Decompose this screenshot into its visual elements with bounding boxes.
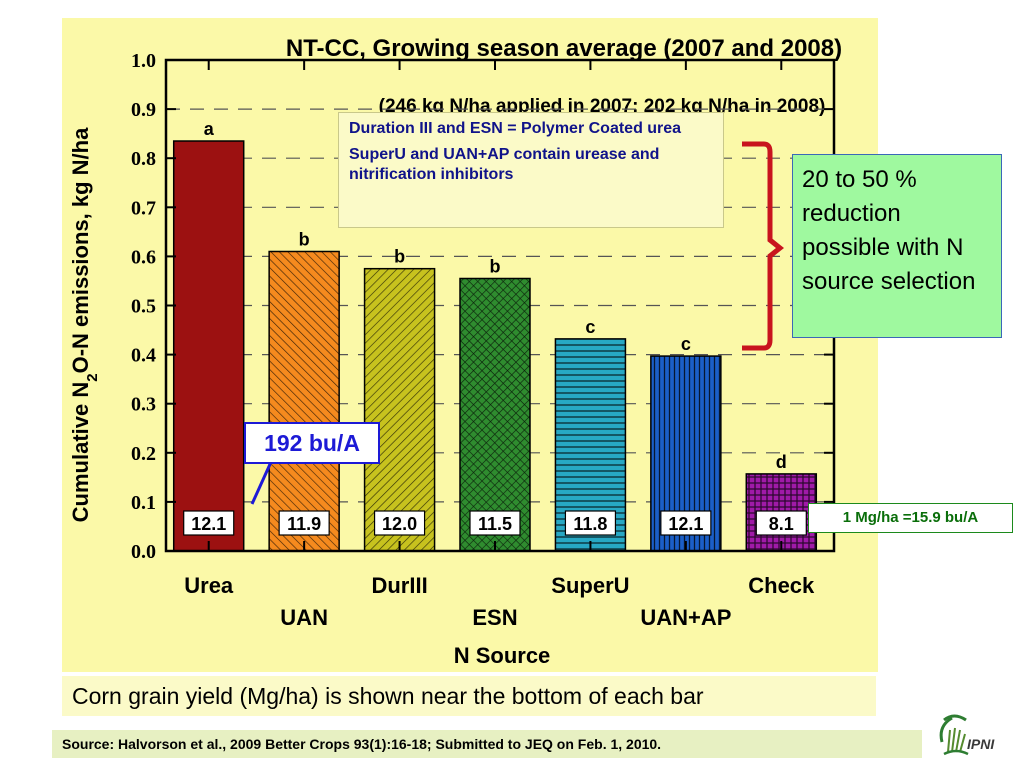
y-tick-label: 0.3 <box>131 394 156 416</box>
yield-label-box <box>183 510 235 536</box>
yield-callout: 192 bu/A <box>244 422 380 464</box>
yield-label: 12.0 <box>382 514 417 534</box>
y-tick-label: 0.6 <box>131 246 156 268</box>
y-tick-label: 1.0 <box>131 50 156 72</box>
yield-label-box <box>373 510 426 536</box>
ipni-logo <box>939 714 969 756</box>
x-tick-label: SuperU <box>551 573 629 598</box>
yield-label-box <box>564 510 617 536</box>
significance-letter: b <box>299 229 310 249</box>
significance-letter: d <box>776 452 787 472</box>
x-tick-label: UAN+AP <box>640 605 731 630</box>
y-axis-label-sub: 2 <box>84 373 101 381</box>
yield-label-box <box>278 510 330 536</box>
yield-label: 12.1 <box>191 514 226 534</box>
yield-label: 11.8 <box>573 514 607 534</box>
y-tick-label: 0.8 <box>131 148 156 170</box>
x-tick-label: ESN <box>472 605 517 630</box>
yield-label: 11.5 <box>478 514 512 534</box>
y-tick-label: 0.1 <box>131 492 156 514</box>
chart-subtitle: (246 kg N/ha applied in 2007; 202 kg N/h… <box>379 96 826 117</box>
bar-hatch <box>460 278 530 551</box>
y-tick-label: 0.9 <box>131 99 156 121</box>
y-tick-label: 0.0 <box>131 541 156 563</box>
significance-letter: c <box>585 317 595 337</box>
x-axis-label: N Source <box>454 643 551 668</box>
y-tick-label: 0.4 <box>131 345 156 367</box>
bars: a 12.1 b 11.9 b 12.0 b 11.5 c 11.8 c 12.1 d 8.1 <box>172 119 818 552</box>
conversion-note: 1 Mg/ha =15.9 bu/A <box>808 503 1013 533</box>
yield-label-box <box>755 510 807 536</box>
y-tick-label: 0.2 <box>131 443 156 465</box>
x-tick-label: Urea <box>184 573 234 598</box>
source-citation: Source: Halvorson et al., 2009 Better Cr… <box>52 730 922 758</box>
x-tick-label: Check <box>748 573 815 598</box>
yield-callout-pointer <box>250 461 273 505</box>
yield-label-box <box>469 510 521 536</box>
bar-urea <box>172 140 245 552</box>
note-line-polymer: Duration III and ESN = Polymer Coated ur… <box>349 120 682 137</box>
yield-label: 11.9 <box>287 514 321 534</box>
reduction-bracket <box>742 141 785 351</box>
caption: Corn grain yield (Mg/ha) is shown near t… <box>62 676 876 716</box>
significance-letter: c <box>681 334 691 354</box>
y-axis-label-part2: O-N emissions, kg N/ha <box>68 127 93 373</box>
y-axis-label-part1: Cumulative N <box>68 382 93 523</box>
chart-title: NT-CC, Growing season average (2007 and … <box>286 35 842 62</box>
fertilizer-note-box: Duration III and ESN = Polymer Coated ur… <box>338 112 724 228</box>
yield-label: 8.1 <box>769 514 794 534</box>
significance-letter: a <box>204 119 215 139</box>
bar-hatch <box>364 268 435 551</box>
logo-text: IPNI <box>967 736 995 752</box>
note-line-inhibitors: SuperU and UAN+AP contain urease and nit… <box>349 146 660 183</box>
bar-hatch <box>269 251 340 552</box>
yield-label-box <box>660 510 712 536</box>
y-tick-label: 0.5 <box>131 296 156 318</box>
x-tick-label: UAN <box>280 605 328 630</box>
bar-chart: NT-CC, Growing season average (2007 and … <box>68 35 842 668</box>
yield-label: 12.1 <box>668 514 703 534</box>
x-tick-label: DurIII <box>371 573 427 598</box>
reduction-note-box: 20 to 50 % reduction possible with N sou… <box>792 154 1002 338</box>
y-tick-label: 0.7 <box>131 197 156 219</box>
significance-letter: b <box>490 256 501 276</box>
y-axis-label: Cumulative N2O-N emissions, kg N/ha <box>68 127 101 522</box>
significance-letter: b <box>394 247 405 267</box>
